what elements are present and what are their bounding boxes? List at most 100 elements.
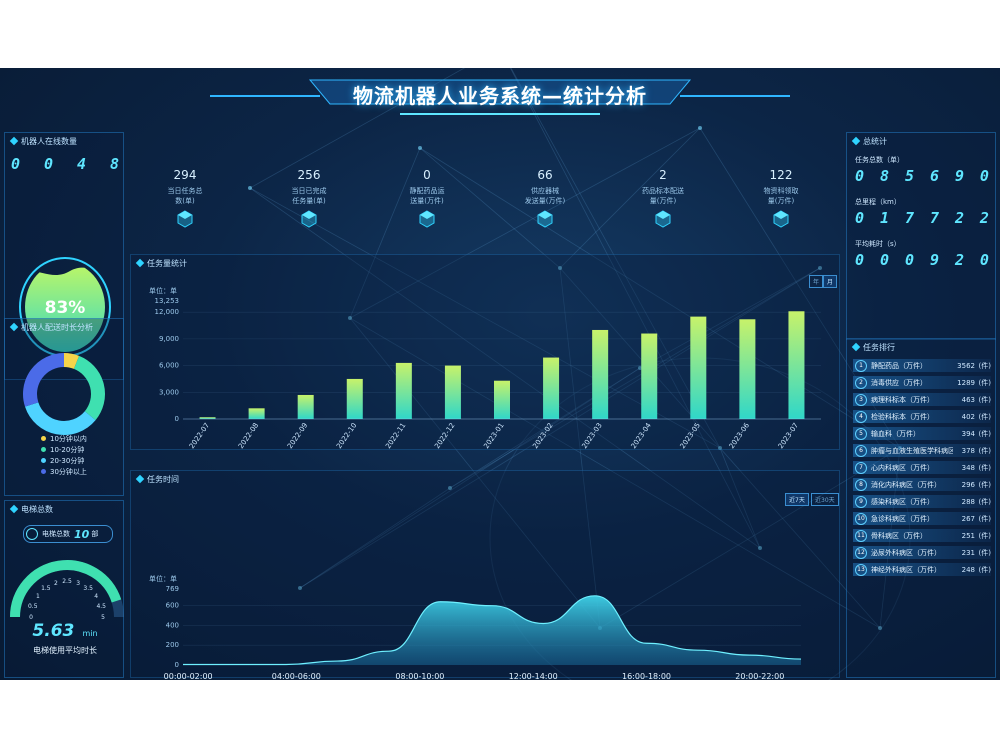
gauge-tick-label: 4.5 <box>96 603 106 610</box>
ranking-row[interactable]: 7 心内科病区（万件） 348 (件) <box>853 461 991 474</box>
ranking-unit: (件) <box>978 463 991 472</box>
ranking-row[interactable]: 6 肿瘤与血液生殖医学科病区（万件） 378(件) <box>853 444 991 457</box>
ranking-number: 9 <box>855 495 867 508</box>
bar <box>543 357 560 419</box>
ranking-number: 6 <box>855 444 867 457</box>
stat-cube-icon <box>537 210 553 228</box>
network-line <box>449 267 821 489</box>
ranking-count: 1289 <box>957 378 975 387</box>
totals-digit: 6 <box>929 167 939 185</box>
bar-chart-xtick: 2023-01 <box>482 422 505 449</box>
top-stat-item: 2 药品标本配送 量(万件) <box>628 168 698 228</box>
toggle-year[interactable]: 年 <box>809 275 824 288</box>
bar <box>788 311 805 419</box>
legend-dot <box>41 436 46 441</box>
bar-chart-xtick: 2023-02 <box>531 422 554 449</box>
ranking-title: 任务排行 <box>851 342 895 353</box>
bar-chart-ytick: 3,000 <box>159 388 179 396</box>
ranking-row[interactable]: 3 病理科标本（万件） 463 (件) <box>853 393 991 406</box>
area-chart-ytick: 769 <box>166 585 179 593</box>
legend-label: 10-20分钟 <box>50 445 85 454</box>
toggle-7-days[interactable]: 近7天 <box>785 493 809 506</box>
totals-digit: 0 <box>879 251 890 269</box>
robots-online-digit: 4 <box>76 155 86 173</box>
elevator-avg-unit: min <box>82 629 98 638</box>
toggle-month[interactable]: 月 <box>823 275 838 288</box>
elevator-count-label: 电梯总数 <box>42 530 70 538</box>
robots-online-title: 机器人在线数量 <box>9 136 77 147</box>
gauge-tick-label: 0 <box>29 614 33 621</box>
ranking-row[interactable]: 1 静配药品（万件） 3562 (件) <box>853 359 991 372</box>
ranking-row[interactable]: 2 消毒供应（万件） 1289 (件) <box>853 376 991 389</box>
time-chart-title: 任务时间 <box>135 474 179 485</box>
area-chart-xtick: 08:00-10:00 <box>395 672 444 679</box>
ranking-unit: (件) <box>978 395 991 404</box>
stat-cube-icon <box>655 210 671 228</box>
network-line <box>699 127 901 449</box>
totals-row-label: 平均耗时（s） <box>855 240 901 248</box>
gauge-tick-label: 0.5 <box>28 603 38 610</box>
totals-digit: 1 <box>879 209 890 227</box>
ranking-count: 463 <box>961 395 975 404</box>
ranking-name: 心内科病区（万件） <box>871 463 934 472</box>
top-stat-label-line1: 供应器械 <box>531 187 559 195</box>
bar-chart-xtick: 2022-10 <box>335 422 358 449</box>
ranking-row[interactable]: 13 神经外科病区（万件） 248 (件) <box>853 563 991 576</box>
top-stat-label-line1: 当日已完成 <box>291 187 327 195</box>
elevator-gauge: 0 0.5 11.52 2.5 33.54 4.5 5 <box>10 560 124 621</box>
top-stat-item: 66 供应器械 发送量(万件) <box>510 168 580 228</box>
ranking-name: 消化内科病区（万件） <box>871 480 941 489</box>
donut-slice <box>25 401 96 435</box>
elevator-panel: 电梯总数 电梯总数 10 部 0 0.5 1 1.5 2 2.5 3 3.5 4 4.5 5 5.6… <box>4 500 124 678</box>
top-stat-value: 256 <box>297 168 321 182</box>
ranking-row[interactable]: 5 输血科（万件） 394 (件) <box>853 427 991 440</box>
ranking-count: 348 <box>961 463 975 472</box>
bar <box>199 417 216 419</box>
bar-chart-xtick: 2023-03 <box>580 422 603 449</box>
ranking-name: 消毒供应（万件） <box>871 378 927 387</box>
bar-chart-xtick: 2023-04 <box>630 421 654 449</box>
totals-digit: 0 <box>979 167 989 185</box>
ranking-row[interactable]: 9 感染科病区（万件） 288 (件) <box>853 495 991 508</box>
legend-item: 20-30分钟 <box>41 455 87 466</box>
legend-label: 20-30分钟 <box>50 456 85 465</box>
ranking-unit: (件) <box>978 429 991 438</box>
ranking-number: 11 <box>855 529 867 542</box>
ranking-row[interactable]: 4 检验科标本（万件） 402 (件) <box>853 410 991 423</box>
top-stat-label-line1: 当日任务总 <box>167 187 203 195</box>
toggle-30-days[interactable]: 近30天 <box>811 493 839 506</box>
gauge-tick-label: 3.5 <box>83 585 93 592</box>
network-line <box>449 367 641 489</box>
robots-online-digits: 0 0 4 8 <box>11 155 119 173</box>
ranking-unit: (件) <box>978 480 991 489</box>
network-node <box>818 266 822 270</box>
network-node <box>638 366 642 370</box>
bar-chart-ytick: 13,253 <box>155 297 180 305</box>
ranking-row[interactable]: 12 泌尿外科病区（万件） 231 (件) <box>853 546 991 559</box>
network-line <box>249 68 466 189</box>
network-node <box>558 266 562 270</box>
bar-chart-xtick: 2022-08 <box>237 422 260 449</box>
legend-item: 10分钟以内 <box>41 433 87 444</box>
ranking-count: 394 <box>961 429 975 438</box>
network-line <box>599 447 901 629</box>
stat-cube-icon <box>301 210 317 228</box>
totals-digit: 0 <box>855 251 865 269</box>
ranking-row[interactable]: 8 消化内科病区（万件） 296 (件) <box>853 478 991 491</box>
gauge-tick-label: 3 <box>76 580 80 587</box>
bar <box>248 408 265 419</box>
network-line <box>349 147 421 319</box>
totals-digit: 7 <box>904 209 914 227</box>
totals-digit: 0 <box>979 251 989 269</box>
network-line <box>349 317 881 629</box>
network-line <box>349 317 601 629</box>
ranking-row[interactable]: 11 骨科病区（万件） 251 (件) <box>853 529 991 542</box>
network-node <box>248 186 252 190</box>
totals-digit: 7 <box>929 209 939 227</box>
network-line <box>299 267 821 589</box>
ranking-row[interactable]: 10 急诊科病区（万件） 267 (件) <box>853 512 991 525</box>
donut-slice <box>73 355 105 421</box>
monthly-bar-chart: 单位：单 13,253 12,000 9,000 6,000 3,000 0 2022-07 2… <box>149 286 821 449</box>
